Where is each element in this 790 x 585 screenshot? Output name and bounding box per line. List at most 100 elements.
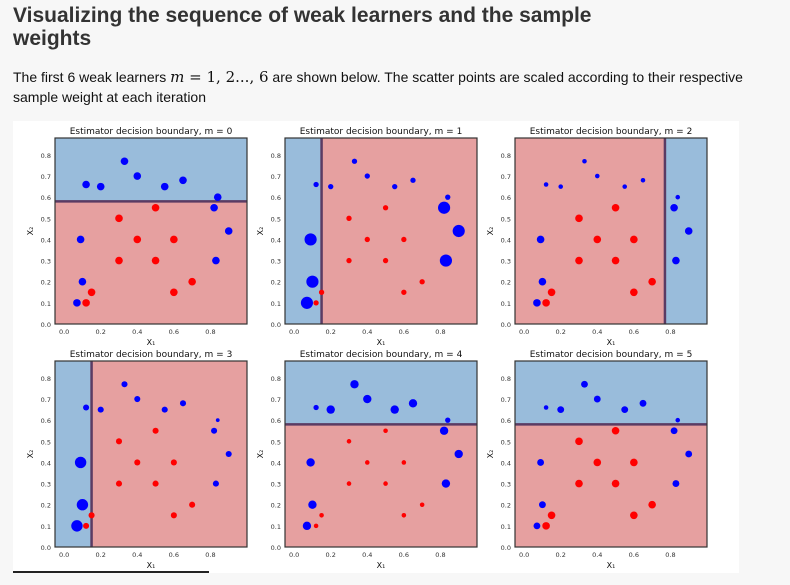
data-point-red bbox=[630, 511, 638, 520]
subplot-3: Estimator decision boundary, m = 3 0.0 0.1… bbox=[26, 350, 248, 570]
subplot-2: Estimator decision boundary, m = 2 0.0 0.1… bbox=[486, 127, 708, 347]
data-point-blue bbox=[670, 427, 678, 435]
data-point-blue bbox=[179, 176, 187, 185]
x-tick-label: 0.2 bbox=[326, 551, 336, 559]
y-tick-label: 0.5 bbox=[271, 438, 281, 446]
y-tick-label: 0.0 bbox=[41, 321, 51, 329]
y-tick-label: 0.3 bbox=[501, 258, 511, 266]
y-tick-label: 0.7 bbox=[271, 173, 281, 181]
data-point-red bbox=[189, 501, 196, 508]
data-point-blue bbox=[582, 158, 587, 164]
data-point-red bbox=[419, 279, 425, 285]
data-point-blue bbox=[543, 182, 549, 187]
data-point-blue bbox=[537, 459, 545, 466]
data-point-blue bbox=[306, 275, 319, 288]
subplot-title: Estimator decision boundary, m = 1 bbox=[300, 127, 463, 137]
data-point-red bbox=[152, 427, 159, 434]
data-point-blue bbox=[326, 405, 335, 414]
data-point-blue bbox=[134, 396, 141, 403]
data-point-red bbox=[401, 513, 407, 518]
x-axis-label: X₁ bbox=[607, 338, 616, 347]
y-tick-label: 0.2 bbox=[271, 502, 281, 510]
data-point-blue bbox=[304, 233, 317, 246]
data-point-blue bbox=[533, 299, 541, 307]
region-left bbox=[515, 138, 665, 324]
region-above bbox=[285, 361, 477, 425]
x-tick-label: 0.0 bbox=[59, 328, 69, 336]
data-point-red bbox=[346, 215, 352, 221]
x-tick-label: 0.8 bbox=[205, 551, 215, 559]
data-point-blue bbox=[300, 296, 314, 309]
x-tick-label: 0.6 bbox=[169, 551, 179, 559]
x-tick-label: 0.4 bbox=[362, 551, 372, 559]
axes-frame bbox=[54, 360, 248, 548]
data-point-red bbox=[547, 511, 556, 520]
y-tick-label: 0.3 bbox=[41, 258, 51, 266]
y-tick-label: 0.7 bbox=[501, 396, 511, 404]
data-point-red bbox=[346, 439, 352, 444]
y-axis-label: X₂ bbox=[486, 450, 495, 459]
data-point-blue bbox=[160, 182, 169, 191]
y-tick-label: 0.4 bbox=[501, 236, 511, 244]
subplot-title: Estimator decision boundary, m = 3 bbox=[70, 350, 233, 360]
y-tick-label: 0.7 bbox=[501, 173, 511, 181]
y-axis-label: X₂ bbox=[26, 450, 35, 459]
x-tick-label: 0.4 bbox=[132, 328, 142, 336]
data-point-red bbox=[133, 235, 142, 244]
y-tick-label: 0.8 bbox=[271, 375, 281, 383]
data-point-blue bbox=[441, 479, 451, 488]
y-tick-label: 0.5 bbox=[501, 215, 511, 223]
data-point-blue bbox=[445, 417, 451, 423]
data-point-blue bbox=[558, 184, 563, 189]
data-point-blue bbox=[161, 406, 168, 413]
data-point-blue bbox=[74, 456, 87, 469]
region-left bbox=[285, 138, 322, 324]
data-point-red bbox=[318, 289, 325, 295]
data-point-red bbox=[382, 257, 389, 264]
x-tick-label: 0.4 bbox=[362, 328, 372, 336]
x-tick-label: 0.6 bbox=[399, 328, 409, 336]
region-right bbox=[91, 361, 247, 547]
data-point-blue bbox=[685, 450, 693, 458]
y-tick-label: 0.0 bbox=[271, 321, 281, 329]
x-tick-label: 0.8 bbox=[435, 328, 445, 336]
y-tick-label: 0.5 bbox=[41, 438, 51, 446]
y-tick-label: 0.8 bbox=[501, 152, 511, 160]
y-tick-label: 0.4 bbox=[271, 459, 281, 467]
data-point-blue bbox=[350, 380, 359, 389]
x-tick-label: 0.6 bbox=[169, 328, 179, 336]
data-point-red bbox=[87, 288, 96, 297]
data-point-blue bbox=[211, 427, 218, 434]
data-point-red bbox=[575, 256, 583, 265]
data-point-blue bbox=[120, 157, 129, 166]
subplot-1: Estimator decision boundary, m = 1 0.0 0.1… bbox=[256, 127, 478, 347]
axes-frame bbox=[54, 137, 248, 325]
y-tick-label: 0.4 bbox=[271, 236, 281, 244]
y-tick-label: 0.6 bbox=[41, 417, 51, 425]
data-point-red bbox=[630, 458, 638, 467]
y-tick-label: 0.6 bbox=[271, 194, 281, 202]
data-point-blue bbox=[543, 405, 549, 410]
data-point-red bbox=[401, 236, 407, 243]
x-tick-label: 0.8 bbox=[665, 328, 675, 336]
data-point-red bbox=[115, 438, 123, 445]
x-axis-label: X₁ bbox=[377, 338, 386, 347]
data-point-red bbox=[115, 256, 123, 265]
data-point-red bbox=[151, 256, 160, 265]
data-point-blue bbox=[408, 399, 418, 408]
x-tick-label: 0.0 bbox=[289, 328, 299, 336]
data-point-blue bbox=[684, 227, 693, 235]
region-above bbox=[55, 138, 247, 202]
subplot-title: Estimator decision boundary, m = 2 bbox=[530, 127, 693, 137]
y-tick-label: 0.5 bbox=[501, 438, 511, 446]
y-tick-label: 0.1 bbox=[501, 523, 511, 531]
description-prefix: The first 6 weak learners bbox=[13, 69, 171, 85]
data-point-blue bbox=[595, 173, 600, 179]
data-point-blue bbox=[83, 404, 90, 411]
data-point-blue bbox=[538, 277, 547, 286]
y-tick-label: 0.7 bbox=[271, 396, 281, 404]
data-point-blue bbox=[557, 406, 565, 414]
data-point-blue bbox=[308, 500, 317, 509]
bottom-rule bbox=[13, 571, 209, 573]
data-point-red bbox=[365, 460, 370, 465]
